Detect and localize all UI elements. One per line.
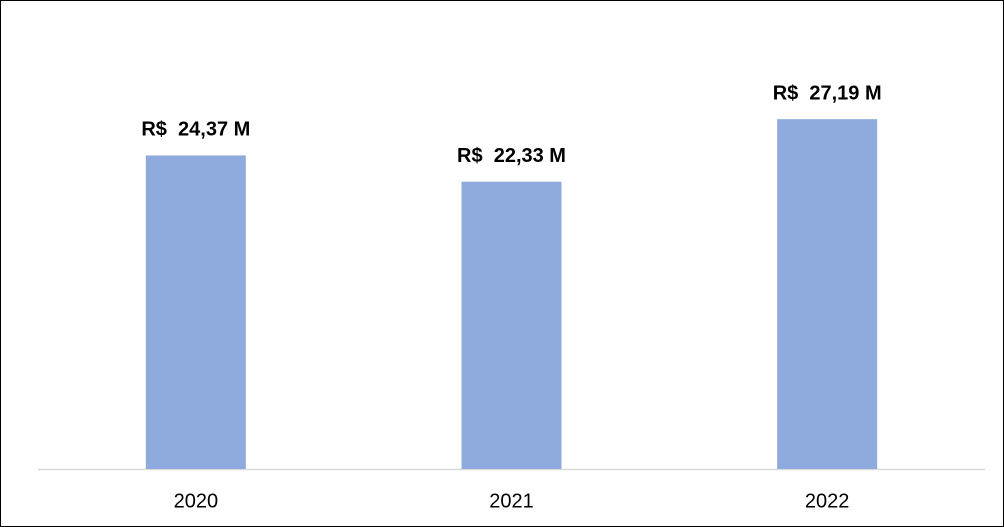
- bar: [461, 181, 562, 470]
- x-tick-label: 2020: [174, 490, 219, 512]
- bar: [145, 155, 246, 469]
- data-label: R$ 22,33 M: [457, 145, 566, 167]
- x-tick-label: 2021: [489, 490, 534, 512]
- bar: [777, 119, 878, 469]
- data-label: R$ 24,37 M: [141, 119, 250, 141]
- data-label: R$ 27,19 M: [773, 82, 882, 104]
- x-tick-label: 2022: [805, 490, 850, 512]
